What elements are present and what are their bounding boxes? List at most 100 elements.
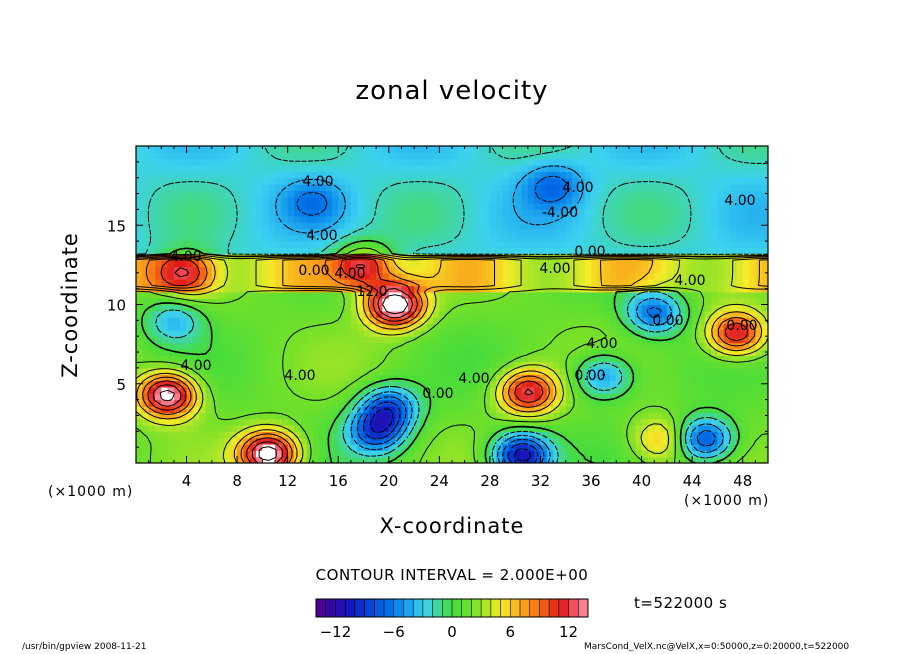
heat-cell (414, 158, 421, 166)
heat-cell (647, 386, 655, 394)
heat-cell (224, 456, 232, 463)
heat-cell (186, 431, 194, 439)
heat-cell (369, 399, 377, 407)
heat-cell (452, 165, 459, 172)
heat-cell (407, 177, 415, 185)
heat-cell (679, 323, 687, 331)
heat-cell (660, 196, 668, 204)
heat-cell (584, 418, 592, 426)
heat-cell (515, 272, 523, 280)
heat-cell (249, 253, 257, 261)
heat-cell (344, 171, 352, 179)
heat-cell (470, 424, 478, 432)
heat-cell (666, 158, 674, 166)
heat-cell (344, 317, 352, 325)
heat-cell (256, 190, 263, 198)
heat-cell (161, 412, 169, 420)
heat-cell (211, 336, 219, 344)
heat-cell (300, 437, 308, 445)
heat-cell (673, 146, 681, 153)
heat-cell (420, 412, 428, 420)
heat-cell (300, 146, 308, 153)
heat-cell (338, 279, 346, 287)
heat-cell (597, 165, 605, 172)
heat-cell (534, 266, 542, 274)
heat-cell (331, 272, 339, 280)
heat-cell (666, 165, 674, 172)
heat-cell (230, 342, 238, 350)
heat-cell (673, 418, 681, 426)
heat-cell (647, 260, 655, 268)
heat-cell (761, 209, 768, 217)
heat-cell (673, 393, 681, 401)
heat-cell (218, 266, 226, 274)
heat-cell (704, 374, 712, 382)
heat-cell (742, 291, 750, 299)
heat-cell (275, 374, 282, 382)
heat-cell (628, 348, 636, 356)
heat-cell (224, 437, 232, 445)
heat-cell (350, 165, 358, 172)
heat-cell (666, 279, 674, 287)
heat-cell (186, 190, 194, 198)
heat-cell (224, 443, 232, 451)
heat-cell (502, 247, 510, 255)
heat-cell (534, 285, 542, 293)
heat-cell (205, 146, 213, 153)
heat-cell (344, 196, 352, 204)
heat-cell (312, 241, 320, 249)
heat-cell (679, 291, 687, 299)
heat-cell (584, 184, 592, 191)
heat-cell (730, 399, 737, 407)
heat-cell (527, 374, 535, 382)
heat-cell (685, 450, 693, 458)
heat-cell (470, 247, 478, 255)
heat-cell (306, 196, 314, 204)
heat-cell (306, 266, 314, 274)
heat-cell (603, 342, 611, 350)
heat-cell (470, 412, 478, 420)
heat-cell (186, 317, 194, 325)
heat-cell (218, 228, 226, 236)
heat-cell (300, 329, 308, 337)
heat-cell (142, 146, 150, 153)
heat-cell (477, 329, 485, 337)
heat-cell (338, 266, 346, 274)
heat-cell (654, 456, 662, 463)
heat-cell (376, 279, 384, 287)
heat-cell (249, 374, 257, 382)
heat-cell (742, 279, 750, 287)
heat-cell (344, 348, 352, 356)
heat-cell (628, 342, 636, 350)
heat-cell (464, 152, 472, 160)
heat-cell (496, 241, 504, 249)
heat-cell (641, 405, 649, 413)
heat-cell (148, 298, 156, 306)
heat-cell (287, 380, 295, 388)
heat-cell (154, 190, 162, 198)
heat-cell (433, 437, 440, 445)
heat-cell (717, 361, 725, 369)
heat-cell (515, 215, 523, 223)
heat-cell (749, 386, 756, 394)
heat-cell (148, 424, 156, 432)
heat-cell (414, 348, 421, 356)
heat-cell (319, 450, 327, 458)
heat-cell (755, 323, 763, 331)
heat-cell (730, 241, 737, 249)
heat-cell (281, 177, 289, 185)
heat-cell (230, 361, 238, 369)
heat-cell (527, 393, 535, 401)
heat-cell (508, 165, 516, 172)
heat-cell (186, 329, 194, 337)
heat-cell (262, 291, 270, 299)
heat-cell (458, 285, 466, 293)
heat-cell (199, 367, 207, 375)
heat-cell (610, 285, 617, 293)
heat-cell (338, 329, 346, 337)
heat-cell (666, 234, 674, 242)
heat-cell (635, 241, 643, 249)
heat-cell (344, 165, 352, 172)
heat-cell (761, 431, 768, 439)
heat-cell (540, 310, 548, 318)
